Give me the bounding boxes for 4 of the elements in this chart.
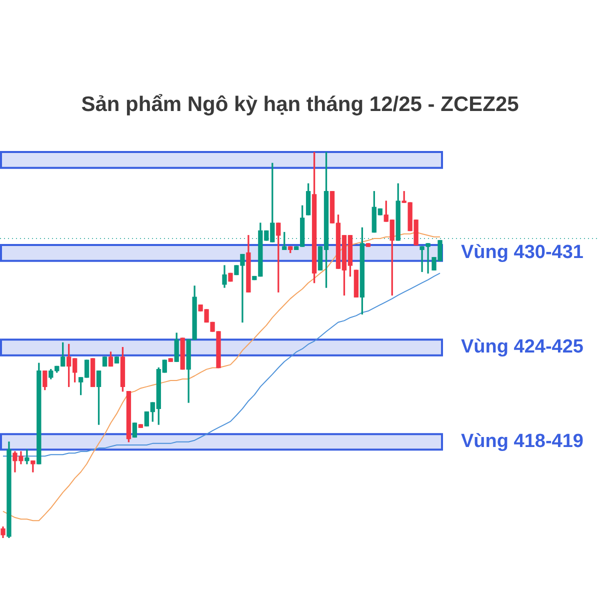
band-label: Vùng 430-431	[461, 242, 584, 264]
band-label: Vùng 418-419	[461, 431, 584, 452]
band-label: Vùng 424-425	[461, 336, 584, 358]
chart-title: Sản phẩm Ngô kỳ hạn tháng 12/25 - ZCEZ25	[81, 92, 520, 116]
